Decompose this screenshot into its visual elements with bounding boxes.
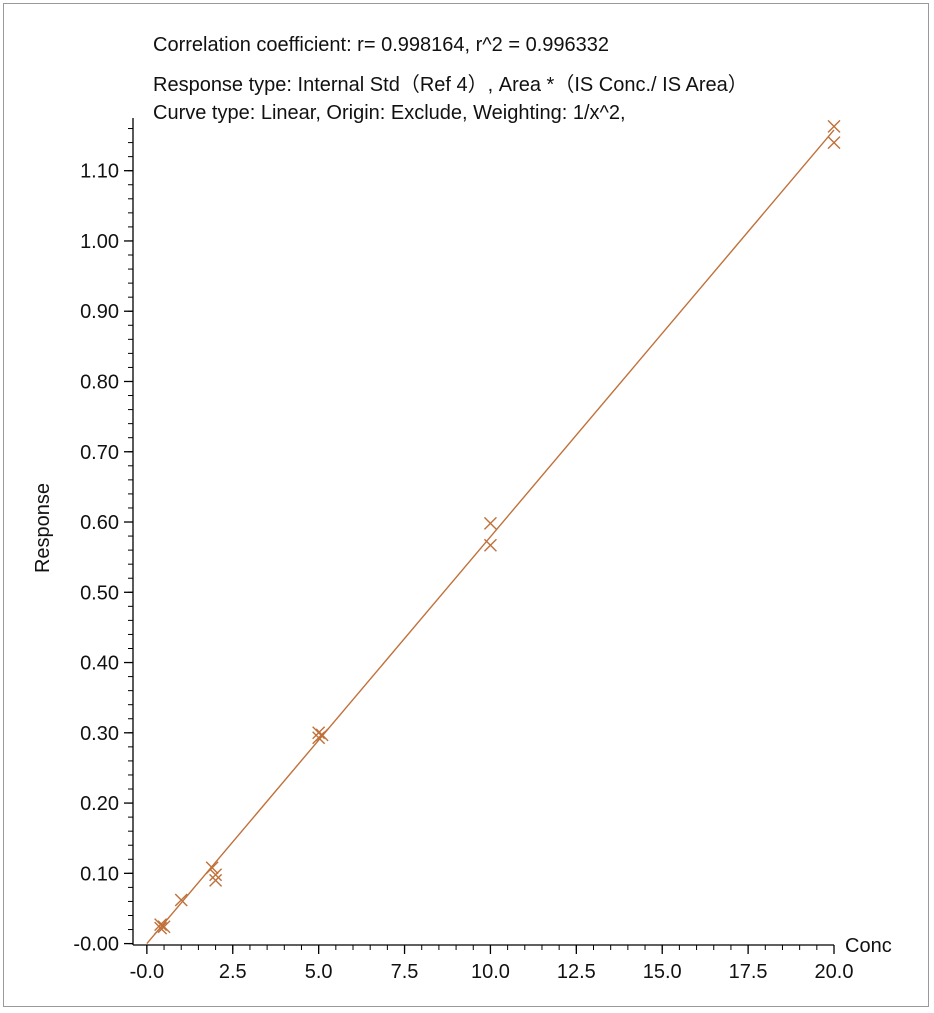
x-tick-label: 15.0 [643, 961, 682, 983]
x-tick-label: 17.5 [729, 961, 768, 983]
x-tick-label: 5.0 [305, 961, 333, 983]
x-tick-label: 10.0 [471, 961, 510, 983]
data-point [827, 136, 841, 150]
data-point [209, 873, 223, 887]
data-point [312, 726, 326, 740]
y-tick-label: 0.20 [80, 793, 119, 815]
x-tick-label: 2.5 [219, 961, 247, 983]
y-tick-label: 1.10 [80, 161, 119, 183]
x-tick-label: 20.0 [815, 961, 854, 983]
x-axis-label: Conc [845, 935, 892, 957]
curve-type-info: Curve type: Linear, Origin: Exclude, Wei… [153, 102, 626, 124]
correlation-info: Correlation coefficient: r= 0.998164, r^… [153, 34, 609, 56]
y-tick-label: 0.70 [80, 442, 119, 464]
data-point [209, 868, 223, 882]
y-tick-label: -0.00 [73, 934, 119, 956]
data-point [174, 893, 188, 907]
y-axis-label: Response [32, 483, 54, 573]
y-tick-label: 1.00 [80, 231, 119, 253]
data-point [827, 119, 841, 133]
regression-line [146, 129, 835, 945]
data-point [483, 516, 497, 530]
y-tick-label: 0.50 [80, 582, 119, 604]
y-tick-label: 0.60 [80, 512, 119, 534]
x-tick-label: 7.5 [391, 961, 419, 983]
y-tick-label: 0.90 [80, 301, 119, 323]
data-point [205, 861, 219, 875]
response-type-info: Response type: Internal Std（Ref 4）, Area… [153, 74, 748, 96]
data-point [315, 728, 329, 742]
y-tick-label: 0.30 [80, 723, 119, 745]
y-tick-label: 0.10 [80, 863, 119, 885]
y-tick-label: 0.80 [80, 371, 119, 393]
data-point [483, 538, 497, 552]
x-tick-label: 12.5 [557, 961, 596, 983]
y-tick-label: 0.40 [80, 653, 119, 675]
data-point [154, 921, 168, 935]
data-point [157, 920, 171, 934]
chart-frame [3, 3, 929, 1007]
x-tick-label: -0.0 [130, 961, 164, 983]
data-point [154, 918, 168, 932]
